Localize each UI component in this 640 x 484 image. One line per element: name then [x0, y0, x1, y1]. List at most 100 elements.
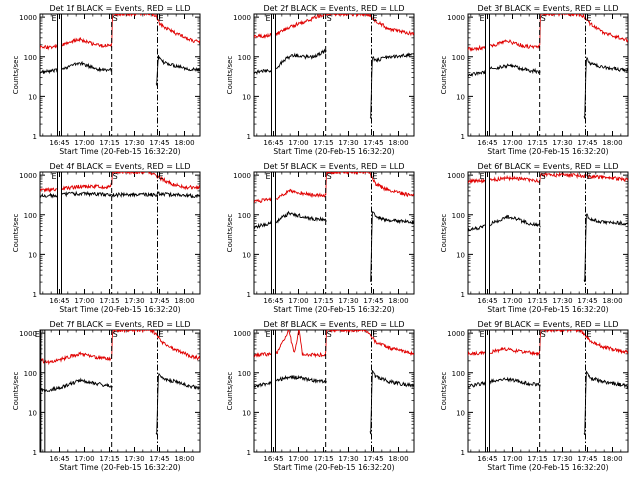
panel-det-6: Det 6f BLACK = Events, RED = LLD 1 10 100 10…	[440, 162, 629, 314]
marker-flag-label: E	[265, 330, 270, 339]
x-axis-label: Start Time (20-Feb-15 16:32:20)	[273, 147, 394, 156]
y-tick-label: 1000	[233, 172, 251, 180]
series-lld	[468, 172, 628, 184]
x-tick-label: 17:45	[577, 139, 597, 147]
y-axis-label: Counts/sec	[440, 56, 448, 95]
axes-frame	[467, 171, 629, 295]
panel-title: Det 1f BLACK = Events, RED = LLD	[49, 4, 190, 13]
marker-flag-label: E	[479, 330, 484, 339]
x-tick-label: 17:15	[313, 297, 333, 305]
y-tick-label: 100	[24, 212, 37, 220]
series-events	[254, 210, 414, 282]
y-tick-label: 10	[242, 93, 251, 101]
panel-det-5: Det 5f BLACK = Events, RED = LLD 1 10 100 10…	[226, 162, 415, 314]
x-tick-label: 16:45	[49, 139, 69, 147]
x-axis-label: Start Time (20-Feb-15 16:32:20)	[487, 463, 608, 472]
y-tick-label: 100	[238, 54, 251, 62]
marker-flag-label: E	[479, 172, 484, 181]
x-tick-label: 17:00	[502, 297, 522, 305]
x-tick-label: 17:00	[288, 455, 308, 463]
x-tick-label: 17:00	[288, 297, 308, 305]
marker-flag-label: E	[265, 14, 270, 23]
x-tick-label: 17:15	[527, 297, 547, 305]
y-tick-label: 1000	[19, 330, 37, 338]
y-tick-label: 10	[456, 93, 465, 101]
x-tick-label: 17:30	[124, 139, 144, 147]
x-tick-label: 17:30	[338, 297, 358, 305]
x-tick-label: 17:45	[149, 455, 169, 463]
x-tick-label: 17:00	[74, 139, 94, 147]
series-events	[468, 213, 628, 283]
x-tick-label: 17:15	[313, 139, 333, 147]
x-tick-label: 18:00	[602, 455, 622, 463]
axes-frame	[39, 171, 201, 295]
series-lld	[254, 172, 414, 204]
x-tick-label: 18:00	[602, 139, 622, 147]
panel-det-7: Det 7f BLACK = Events, RED = LLD 1 10 100 10…	[12, 320, 201, 472]
x-tick-label: 17:15	[99, 139, 119, 147]
y-axis-label: Counts/sec	[226, 56, 234, 95]
x-tick-label: 17:15	[313, 455, 333, 463]
x-tick-label: 16:45	[49, 297, 69, 305]
x-tick-label: 16:45	[477, 455, 497, 463]
x-tick-label: 16:45	[263, 139, 283, 147]
y-axis-label: Counts/sec	[226, 372, 234, 411]
marker-flag-label: S	[113, 330, 118, 339]
x-tick-label: 17:15	[527, 455, 547, 463]
y-tick-label: 1	[247, 449, 251, 457]
y-tick-label: 1	[247, 133, 251, 141]
x-tick-label: 16:45	[263, 455, 283, 463]
marker-flag-label: S	[541, 330, 546, 339]
panel-title: Det 9f BLACK = Events, RED = LLD	[477, 320, 618, 329]
marker-flag-label: E	[35, 330, 40, 339]
panel-det-4: Det 4f BLACK = Events, RED = LLD 1 10 100 10…	[12, 162, 201, 314]
x-axis-label: Start Time (20-Feb-15 16:32:20)	[59, 305, 180, 314]
axes-frame	[467, 329, 629, 453]
y-tick-label: 100	[452, 370, 465, 378]
x-tick-label: 17:45	[363, 139, 383, 147]
marker-flag-label: E	[373, 14, 378, 23]
y-tick-label: 1	[461, 449, 465, 457]
series-events	[468, 56, 628, 119]
x-tick-label: 17:00	[502, 139, 522, 147]
panel-det-1: Det 1f BLACK = Events, RED = LLD 1 10 100 10…	[12, 4, 201, 156]
x-tick-label: 17:30	[124, 297, 144, 305]
y-tick-label: 100	[452, 212, 465, 220]
series-events	[468, 370, 628, 435]
y-tick-label: 1	[461, 133, 465, 141]
x-tick-label: 17:00	[502, 455, 522, 463]
x-tick-label: 17:30	[124, 455, 144, 463]
y-tick-label: 1	[247, 291, 251, 299]
axes-frame	[39, 329, 201, 453]
x-tick-label: 17:45	[363, 455, 383, 463]
x-tick-label: 17:15	[99, 455, 119, 463]
x-tick-label: 17:30	[338, 455, 358, 463]
x-axis-label: Start Time (20-Feb-15 16:32:20)	[273, 463, 394, 472]
marker-flag-label: E	[587, 330, 592, 339]
x-tick-label: 17:00	[74, 455, 94, 463]
y-tick-label: 100	[238, 370, 251, 378]
panel-title: Det 4f BLACK = Events, RED = LLD	[49, 162, 190, 171]
y-tick-label: 10	[456, 409, 465, 417]
x-tick-label: 17:30	[552, 297, 572, 305]
y-tick-label: 1	[33, 291, 37, 299]
x-tick-label: 16:45	[49, 455, 69, 463]
y-tick-label: 1000	[447, 172, 465, 180]
series-lld	[254, 330, 414, 359]
x-tick-label: 17:30	[552, 455, 572, 463]
y-tick-label: 1	[461, 291, 465, 299]
y-axis-label: Counts/sec	[440, 214, 448, 253]
axes-frame	[39, 13, 201, 137]
series-lld	[40, 14, 200, 51]
x-axis-label: Start Time (20-Feb-15 16:32:20)	[487, 147, 608, 156]
x-axis-label: Start Time (20-Feb-15 16:32:20)	[59, 463, 180, 472]
y-tick-label: 1	[33, 133, 37, 141]
marker-flag-label: E	[373, 172, 378, 181]
marker-flag-label: E	[479, 14, 484, 23]
series-lld	[468, 330, 628, 357]
x-tick-label: 18:00	[174, 297, 194, 305]
panel-title: Det 2f BLACK = Events, RED = LLD	[263, 4, 404, 13]
panel-title: Det 7f BLACK = Events, RED = LLD	[49, 320, 190, 329]
